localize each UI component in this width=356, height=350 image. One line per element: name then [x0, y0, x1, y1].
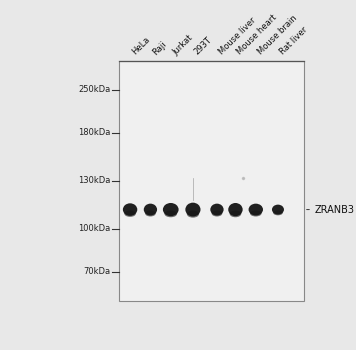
Ellipse shape: [144, 204, 157, 216]
Text: 130kDa: 130kDa: [78, 176, 111, 185]
Ellipse shape: [185, 203, 200, 217]
FancyBboxPatch shape: [119, 61, 304, 301]
Ellipse shape: [123, 203, 137, 216]
Text: Mouse liver: Mouse liver: [217, 16, 258, 57]
Ellipse shape: [228, 203, 243, 216]
Ellipse shape: [211, 210, 222, 217]
Ellipse shape: [248, 204, 263, 216]
Ellipse shape: [272, 205, 284, 215]
Ellipse shape: [145, 210, 156, 217]
Text: 293T: 293T: [193, 36, 214, 57]
Text: Rat liver: Rat liver: [278, 26, 309, 57]
Text: Mouse heart: Mouse heart: [235, 13, 279, 57]
Text: Jurkat: Jurkat: [171, 33, 194, 57]
Ellipse shape: [187, 211, 199, 218]
Ellipse shape: [210, 204, 224, 216]
Ellipse shape: [250, 210, 262, 217]
Text: 70kDa: 70kDa: [84, 267, 111, 276]
Ellipse shape: [163, 203, 179, 216]
Text: HeLa: HeLa: [130, 35, 152, 57]
Ellipse shape: [273, 210, 283, 215]
Ellipse shape: [124, 210, 136, 217]
Text: 250kDa: 250kDa: [78, 85, 111, 94]
Ellipse shape: [230, 211, 241, 217]
Ellipse shape: [164, 211, 177, 217]
Text: 100kDa: 100kDa: [78, 224, 111, 233]
Text: 180kDa: 180kDa: [78, 128, 111, 137]
Text: Mouse brain: Mouse brain: [256, 14, 299, 57]
Text: ZRANB3: ZRANB3: [307, 205, 355, 215]
Text: Raji: Raji: [151, 40, 168, 57]
